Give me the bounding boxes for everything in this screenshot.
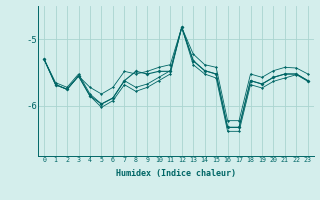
X-axis label: Humidex (Indice chaleur): Humidex (Indice chaleur)	[116, 169, 236, 178]
